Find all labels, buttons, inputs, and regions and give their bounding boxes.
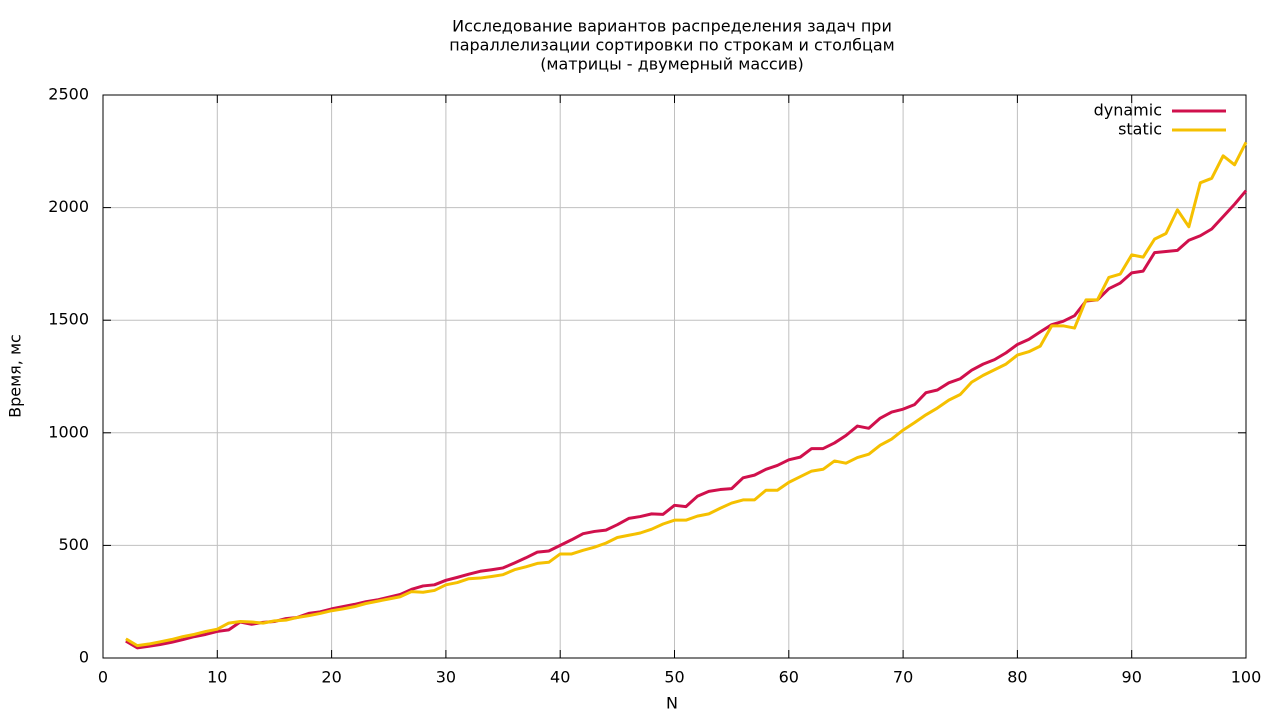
- legend-label: static: [1118, 120, 1162, 139]
- x-tick-label: 30: [436, 668, 456, 687]
- x-tick-label: 90: [1122, 668, 1142, 687]
- x-tick-label: 80: [1007, 668, 1027, 687]
- legend-label: dynamic: [1094, 101, 1162, 120]
- x-tick-label: 50: [664, 668, 684, 687]
- chart-title: (матрицы - двумерный массив): [540, 55, 804, 74]
- chart-title: параллелизации сортировки по строкам и с…: [449, 36, 895, 55]
- y-tick-label: 2500: [48, 85, 89, 104]
- chart-title: Исследование вариантов распределения зад…: [452, 17, 892, 36]
- y-tick-label: 1500: [48, 310, 89, 329]
- x-tick-label: 60: [779, 668, 799, 687]
- plot-border: [102, 94, 1247, 659]
- x-tick-label: 100: [1231, 668, 1262, 687]
- x-tick-label: 70: [893, 668, 913, 687]
- x-tick-label: 20: [321, 668, 341, 687]
- x-tick-label: 40: [550, 668, 570, 687]
- data-line: [125, 189, 1248, 650]
- data-line: [125, 141, 1248, 648]
- x-tick-label: 10: [207, 668, 227, 687]
- x-axis-label: N: [666, 694, 678, 713]
- y-tick-label: 0: [79, 648, 89, 667]
- y-tick-label: 2000: [48, 197, 89, 216]
- y-axis-label: Время, мс: [6, 334, 25, 418]
- y-tick-label: 1000: [48, 422, 89, 441]
- y-tick-label: 500: [58, 535, 89, 554]
- x-tick-label: 0: [98, 668, 108, 687]
